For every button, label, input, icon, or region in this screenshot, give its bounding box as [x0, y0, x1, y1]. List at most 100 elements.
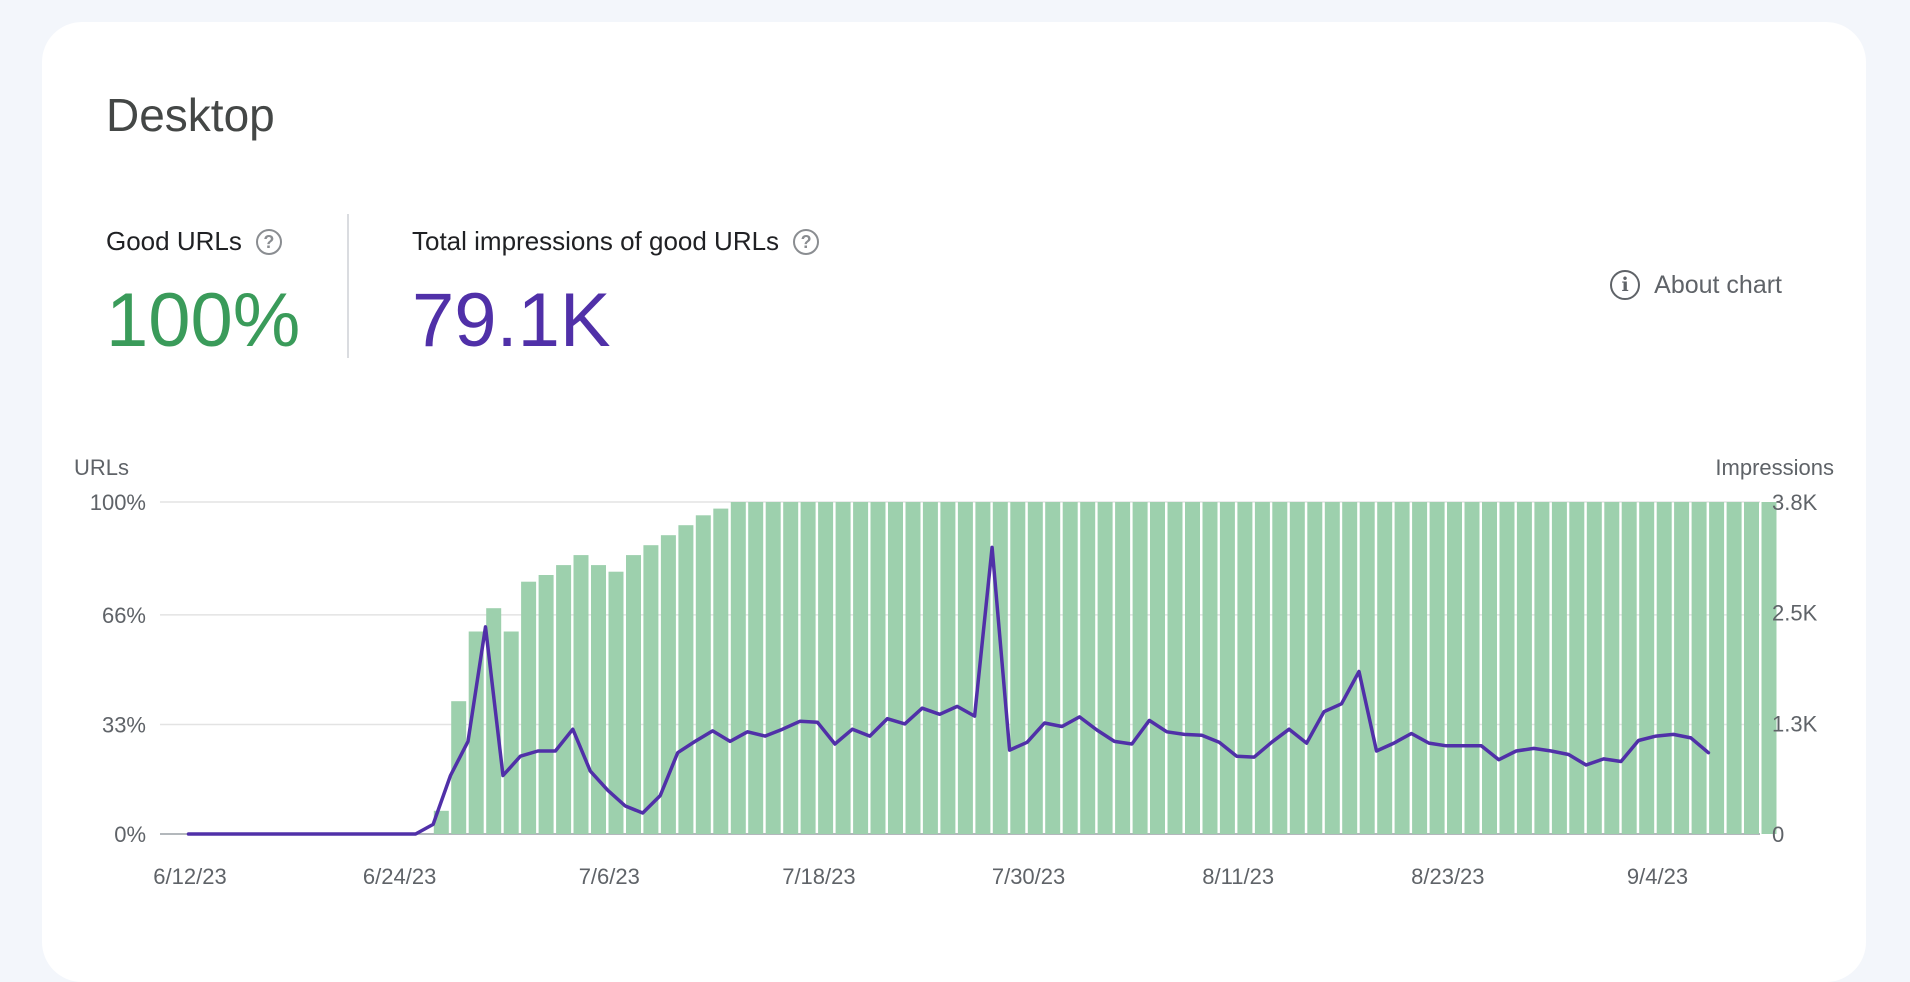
chart-bar — [1202, 502, 1218, 834]
chart-bar — [1656, 502, 1672, 834]
chart-bar — [1499, 502, 1515, 834]
chart-bar — [818, 502, 834, 834]
info-icon: i — [1610, 270, 1641, 300]
chart-bar — [1359, 502, 1375, 834]
right-tick-label: 1.3K — [1772, 711, 1818, 736]
x-tick-label: 7/18/23 — [782, 864, 855, 889]
impressions-line — [186, 545, 1711, 836]
chart-bar — [783, 502, 799, 834]
chart-bar — [1639, 502, 1655, 834]
left-axis-title: URLs — [74, 455, 129, 480]
left-tick-label: 0% — [114, 822, 146, 847]
left-tick-label: 33% — [102, 712, 146, 737]
chart-bar — [730, 502, 746, 834]
x-tick-label: 6/24/23 — [363, 864, 436, 889]
x-tick-label: 8/23/23 — [1411, 864, 1484, 889]
chart-bar — [1115, 502, 1131, 834]
chart-bar — [1464, 502, 1480, 834]
chart-bar — [992, 502, 1008, 834]
chart-bar — [1010, 502, 1026, 834]
chart-bar — [1516, 502, 1532, 834]
chart-bar — [1272, 502, 1288, 834]
x-tick-label: 8/11/23 — [1202, 864, 1274, 889]
chart-bar — [1167, 502, 1183, 834]
chart-bar — [888, 502, 903, 834]
chart-bar — [1726, 502, 1742, 834]
urls-impressions-chart: 0% 33% 66% 100% 0 1.3K 2.5K 3.8K URLs Impressions… — [74, 455, 1834, 889]
chart-bar — [1097, 502, 1113, 834]
chart-bar — [660, 535, 676, 834]
chart-bar — [1412, 502, 1428, 834]
chart-bar — [1744, 502, 1759, 834]
right-tick-label: 2.5K — [1772, 601, 1818, 626]
chart-bar — [905, 502, 921, 834]
good-urls-metric: Good URLs ? 100% — [106, 226, 300, 359]
chart-bar — [503, 631, 519, 834]
metric-divider — [347, 214, 349, 358]
chart-bar — [451, 701, 467, 834]
chart-bar — [1324, 502, 1340, 834]
chart-bar — [835, 502, 851, 834]
chart-bar — [626, 555, 641, 834]
chart-bar — [1691, 502, 1707, 834]
good-urls-value: 100% — [106, 278, 301, 363]
chart-bar — [1219, 502, 1235, 834]
chart-bar — [1674, 502, 1690, 834]
chart-bar — [1394, 502, 1410, 834]
chart-bar — [1062, 502, 1078, 834]
chart-bar — [748, 502, 764, 834]
impressions-value: 79.1K — [412, 278, 611, 363]
card-title: Desktop — [106, 89, 275, 141]
chart-bar — [1132, 502, 1148, 834]
help-icon[interactable]: ? — [255, 228, 282, 255]
chart-bar — [1377, 502, 1393, 834]
chart-bar — [957, 502, 973, 834]
x-tick-label: 9/4/23 — [1627, 864, 1688, 889]
chart-bar — [1254, 502, 1270, 834]
chart-bar — [1080, 502, 1096, 834]
impressions-metric: Total impressions of good URLs ? 79.1K — [412, 226, 820, 363]
chart-bar — [1185, 502, 1200, 834]
chart-bar — [643, 545, 659, 834]
chart-bar — [1027, 502, 1043, 834]
chart-bar — [521, 581, 537, 834]
chart-bar — [608, 571, 624, 834]
right-tick-label: 0 — [1772, 822, 1784, 847]
chart-bar — [765, 502, 781, 834]
chart-bar — [1621, 502, 1637, 834]
chart-bar — [1534, 502, 1550, 834]
chart-bar — [870, 502, 886, 834]
chart-bar — [1150, 502, 1165, 834]
chart-bar — [1569, 502, 1585, 834]
help-icon[interactable]: ? — [793, 228, 820, 255]
chart-bar — [1342, 502, 1358, 834]
about-chart-button[interactable]: i About chart — [1610, 270, 1782, 300]
chart-bar — [1045, 502, 1061, 834]
chart-bar — [1761, 502, 1777, 834]
x-tick-label: 7/30/23 — [992, 864, 1065, 889]
right-axis-title: Impressions — [1715, 455, 1834, 480]
chart-bar — [1551, 502, 1567, 834]
about-chart-label: About chart — [1654, 270, 1782, 299]
chart-bar — [695, 515, 711, 834]
chart-bar — [556, 565, 572, 834]
chart-bar — [1429, 502, 1445, 834]
chart-bar — [1237, 502, 1253, 834]
impressions-label: Total impressions of good URLs — [412, 226, 780, 256]
chart-bar — [538, 575, 554, 834]
left-tick-label: 66% — [102, 603, 146, 628]
chart-bar — [800, 502, 816, 834]
chart-bar — [1307, 502, 1323, 834]
x-tick-label: 7/6/23 — [579, 864, 640, 889]
x-tick-label: 6/12/23 — [153, 864, 226, 889]
chart-bar — [468, 631, 484, 834]
right-tick-label: 3.8K — [1772, 490, 1818, 515]
chart-bar — [1604, 502, 1620, 834]
chart-bar — [1586, 502, 1602, 834]
chart-bar — [1482, 502, 1497, 834]
chart-bar — [1447, 502, 1462, 834]
chart-bar — [678, 525, 694, 834]
chart-bar — [940, 502, 956, 834]
chart-bar — [853, 502, 869, 834]
good-urls-label: Good URLs — [106, 226, 242, 256]
